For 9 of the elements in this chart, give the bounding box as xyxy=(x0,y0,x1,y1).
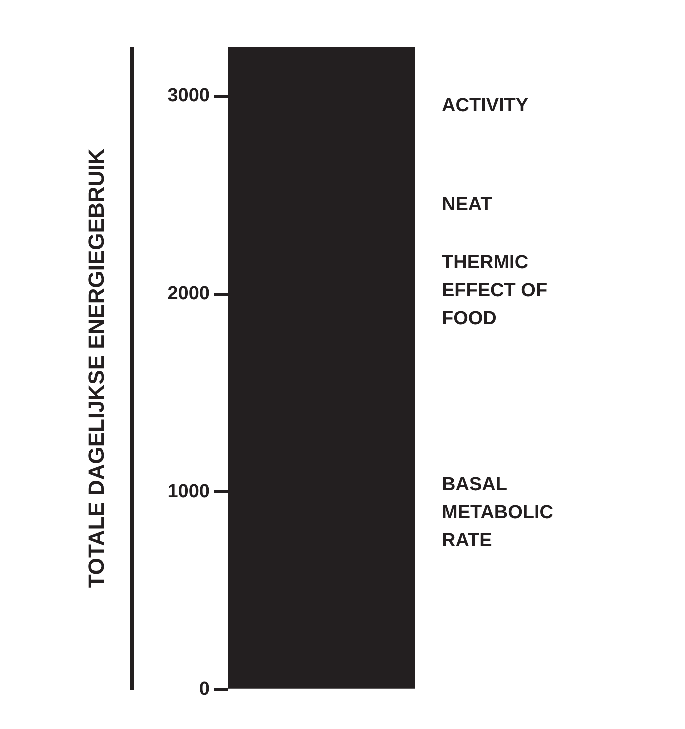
y-tick-label: 3000 xyxy=(168,86,210,107)
series-label: THERMIC EFFECT OF FOOD xyxy=(442,252,548,330)
series-label: NEAT xyxy=(442,194,493,216)
y-tick-label: 0 xyxy=(199,679,210,700)
y-tick-label: 2000 xyxy=(168,284,210,305)
y-tick-label: 1000 xyxy=(168,481,210,502)
series-label: BASAL METABOLIC RATE xyxy=(442,474,554,552)
y-axis-title: TOTALE DAGELIJKSE ENERGIEGEBRUIK xyxy=(84,148,110,588)
series-label: ACTIVITY xyxy=(442,96,529,117)
